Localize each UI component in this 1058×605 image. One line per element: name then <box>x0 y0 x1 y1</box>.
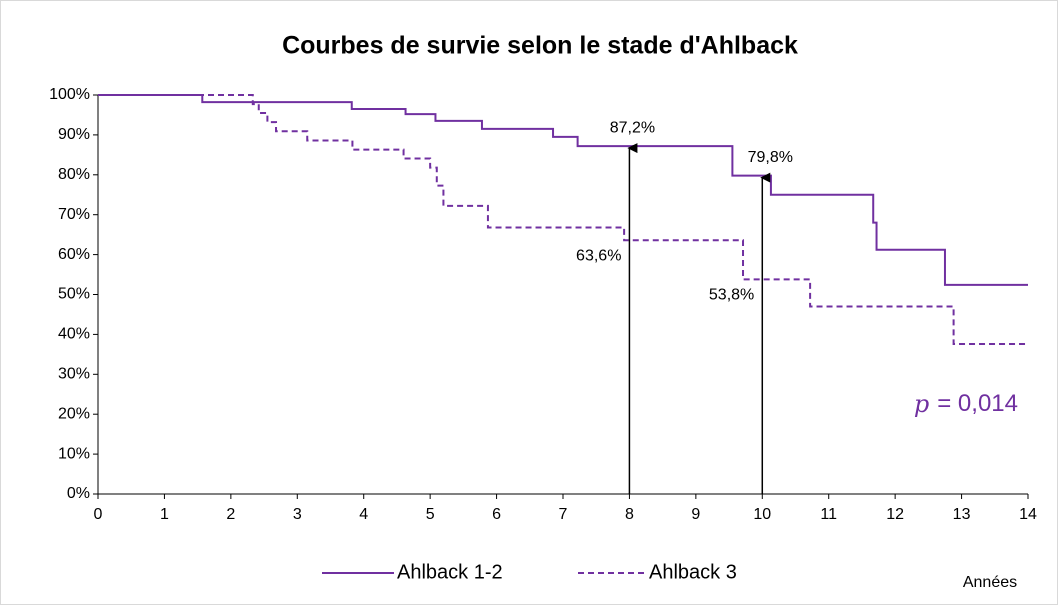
x-tick-label: 14 <box>1019 506 1037 523</box>
x-tick-label: 8 <box>625 506 634 523</box>
x-tick-label: 5 <box>426 506 435 523</box>
y-tick-label: 20% <box>58 405 90 422</box>
annotation-label: 87,2% <box>610 119 655 136</box>
y-tick-label: 30% <box>58 366 90 383</box>
y-tick-label: 40% <box>58 326 90 343</box>
p-text: = 0,014 <box>937 390 1018 417</box>
annotation-label: 63,6% <box>576 247 621 264</box>
x-tick-label: 11 <box>820 506 837 523</box>
y-tick-label: 70% <box>58 206 90 223</box>
p-symbol: p <box>914 390 929 418</box>
y-tick-label: 10% <box>58 445 90 462</box>
legend-label: Ahlback 1-2 <box>397 561 503 583</box>
x-tick-label: 3 <box>293 506 302 523</box>
x-tick-label: 12 <box>886 506 904 523</box>
annotation-label: 79,8% <box>748 149 793 166</box>
p-value: p = 0,014 <box>914 390 1018 418</box>
y-tick-label: 50% <box>58 286 90 303</box>
chart-title: Courbes de survie selon le stade d'Ahlba… <box>282 32 798 60</box>
y-tick-label: 60% <box>58 246 90 263</box>
annotation-label: 53,8% <box>709 287 754 304</box>
x-tick-label: 10 <box>753 506 771 523</box>
survival-line <box>98 94 1028 345</box>
x-tick-label: 2 <box>226 506 235 523</box>
x-tick-label: 0 <box>94 506 103 523</box>
x-tick-label: 9 <box>691 506 700 523</box>
y-tick-label: 80% <box>58 166 90 183</box>
y-tick-label: 100% <box>49 86 90 103</box>
x-tick-label: 7 <box>559 506 568 523</box>
x-axis-label: Années <box>963 574 1017 591</box>
x-tick-label: 6 <box>492 506 501 523</box>
legend-label: Ahlback 3 <box>649 561 737 583</box>
x-tick-label: 13 <box>953 506 971 523</box>
survival-line <box>98 94 1028 286</box>
x-tick-label: 4 <box>359 506 368 523</box>
y-tick-label: 0% <box>67 485 90 502</box>
x-tick-label: 1 <box>160 506 169 523</box>
y-tick-label: 90% <box>58 126 90 143</box>
